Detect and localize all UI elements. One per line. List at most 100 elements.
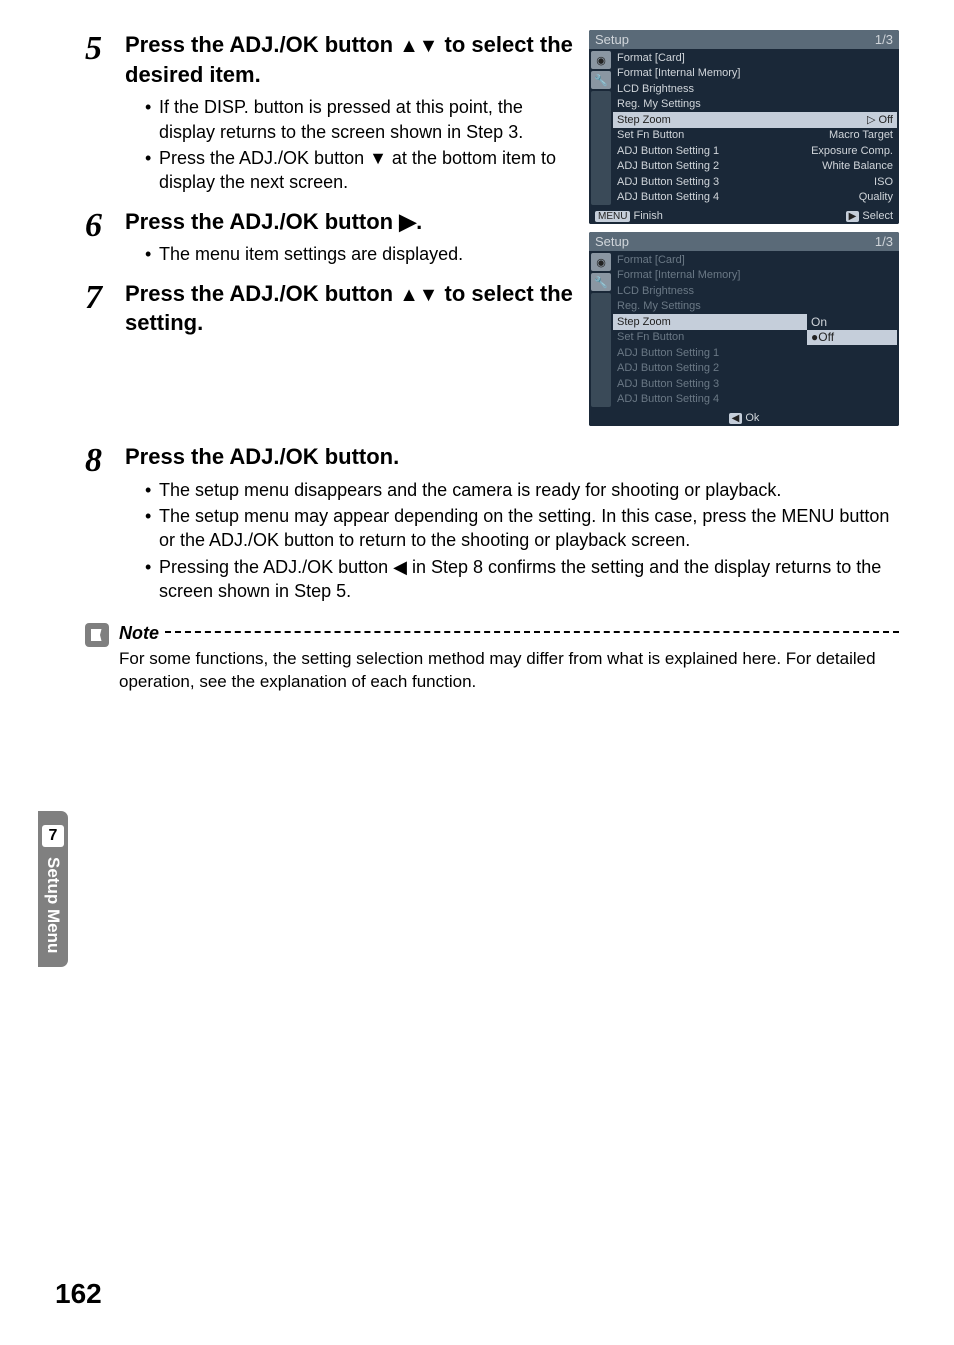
sidebar: ◉ 🔧 (589, 251, 613, 409)
row-value: White Balance (822, 160, 893, 172)
step-number: 8 (85, 442, 125, 478)
row-value: ▷ Off (867, 113, 893, 126)
tool-icon: 🔧 (591, 71, 611, 89)
menu-row: Format [Card] (613, 50, 897, 66)
row-label: Set Fn Button (617, 129, 684, 141)
page-indicator: 1/3 (875, 32, 893, 47)
menu-row: ADJ Button Setting 4 Quality (613, 190, 897, 206)
menu-row: Format [Card] (613, 252, 897, 268)
note-label: Note (119, 623, 159, 644)
step-title: Press the ADJ./OK button ▲▼ to select th… (125, 279, 574, 338)
sidebar-rest (591, 293, 611, 407)
value-option: On (807, 314, 897, 330)
row-value: Exposure Comp. (811, 145, 893, 157)
step-bullets: If the DISP. button is pressed at this p… (125, 95, 574, 194)
t: Finish (634, 210, 663, 222)
page-number: 162 (55, 1278, 102, 1310)
menu-list: Format [Card] Format [Internal Memory] LCD… (613, 49, 899, 207)
screenshot-footer: MENU Finish ▶ Select (589, 207, 899, 224)
row-label: ADJ Button Setting 2 (617, 362, 719, 374)
camera-icon: ◉ (591, 51, 611, 69)
row-label: Reg. My Settings (617, 300, 701, 312)
menu-button-label: MENU (595, 211, 630, 222)
row-label: LCD Brightness (617, 83, 694, 95)
bullet: Press the ADJ./OK button ▼ at the bottom… (145, 146, 574, 195)
bullet: The setup menu disappears and the camera… (145, 478, 899, 502)
row-label: ADJ Button Setting 2 (617, 160, 719, 172)
chapter-tab: 7 Setup Menu (38, 811, 68, 967)
camera-screenshot-1: Setup 1/3 ◉ 🔧 Format [Card] Format [Inter… (589, 30, 899, 224)
step-6: 6 Press the ADJ./OK button ▶. The menu i… (85, 207, 574, 269)
menu-list: Format [Card] Format [Internal Memory] LCD… (613, 251, 899, 409)
menu-row: Set Fn Button Macro Target (613, 128, 897, 144)
menu-row: Format [Internal Memory] (613, 268, 897, 284)
row-label: LCD Brightness (617, 285, 694, 297)
menu-row: LCD Brightness (613, 283, 897, 299)
menu-row: ADJ Button Setting 2 (613, 361, 897, 377)
up-down-icon: ▲▼ (399, 35, 438, 57)
step-number: 6 (85, 207, 125, 243)
step-5: 5 Press the ADJ./OK button ▲▼ to select … (85, 30, 574, 197)
row-label: Format [Card] (617, 254, 685, 266)
note-title: Note (119, 623, 899, 644)
arrow-button-label: ◀ (729, 413, 743, 424)
chapter-number: 7 (42, 825, 64, 847)
row-value: Quality (859, 191, 893, 203)
footer-left: MENU Finish (595, 210, 663, 222)
row-label: Step Zoom (617, 114, 671, 126)
sidebar-rest (591, 91, 611, 205)
row-label: ADJ Button Setting 1 (617, 347, 719, 359)
row-label: ADJ Button Setting 3 (617, 378, 719, 390)
row-label: Step Zoom (617, 316, 671, 328)
t: Select (862, 210, 893, 222)
bullet: Pressing the ADJ./OK button ◀ in Step 8 … (145, 555, 899, 604)
screenshot-title: Setup 1/3 (589, 232, 899, 251)
screenshot-title: Setup 1/3 (589, 30, 899, 49)
row-label: Format [Internal Memory] (617, 67, 740, 79)
bullet: The setup menu may appear depending on t… (145, 504, 899, 553)
up-down-icon: ▲▼ (399, 284, 438, 306)
row-value: ISO (874, 176, 893, 188)
menu-row: ADJ Button Setting 4 (613, 392, 897, 408)
value-option-selected: ●Off (807, 330, 897, 346)
step-number: 5 (85, 30, 125, 66)
note-dash (165, 631, 899, 633)
arrow-button-label: ▶ (846, 211, 860, 222)
step-bullets: The menu item settings are displayed. (125, 242, 574, 266)
step-title: Press the ADJ./OK button ▶. (125, 207, 574, 237)
menu-row: LCD Brightness (613, 81, 897, 97)
step-8: 8 Press the ADJ./OK button. The setup me… (85, 442, 899, 605)
step-title: Press the ADJ./OK button ▲▼ to select th… (125, 30, 574, 89)
step-number: 7 (85, 279, 125, 315)
row-label: ADJ Button Setting 3 (617, 176, 719, 188)
note-icon (85, 623, 109, 647)
menu-row: ADJ Button Setting 2 White Balance (613, 159, 897, 175)
menu-row: ADJ Button Setting 3 (613, 376, 897, 392)
note-text: For some functions, the setting selectio… (119, 648, 899, 694)
page-indicator: 1/3 (875, 234, 893, 249)
row-label: ADJ Button Setting 4 (617, 191, 719, 203)
camera-screenshot-2: Setup 1/3 ◉ 🔧 Format [Card] Format [Inter… (589, 232, 899, 426)
footer-center: ◀ Ok (729, 412, 760, 424)
menu-row: Reg. My Settings (613, 97, 897, 113)
t: Press the ADJ./OK button (125, 32, 399, 57)
step-7: 7 Press the ADJ./OK button ▲▼ to select … (85, 279, 574, 344)
title-text: Setup (595, 234, 629, 249)
row-value: Macro Target (829, 129, 893, 141)
step-title: Press the ADJ./OK button. (125, 442, 899, 472)
t: Press the ADJ./OK button (125, 281, 399, 306)
menu-row: Format [Internal Memory] (613, 66, 897, 82)
screenshot-footer: ◀ Ok (589, 409, 899, 426)
chapter-label: Setup Menu (43, 857, 63, 953)
row-label: Format [Card] (617, 52, 685, 64)
row-label: Set Fn Button (617, 331, 684, 343)
bullet: If the DISP. button is pressed at this p… (145, 95, 574, 144)
title-text: Setup (595, 32, 629, 47)
menu-row: ADJ Button Setting 1Exposure Comp. (613, 143, 897, 159)
row-label: Format [Internal Memory] (617, 269, 740, 281)
row-label: Reg. My Settings (617, 98, 701, 110)
menu-row: ADJ Button Setting 1 (613, 345, 897, 361)
menu-row: Step Zoom ▷ Off (613, 112, 897, 128)
bullet: The menu item settings are displayed. (145, 242, 574, 266)
sidebar: ◉ 🔧 (589, 49, 613, 207)
